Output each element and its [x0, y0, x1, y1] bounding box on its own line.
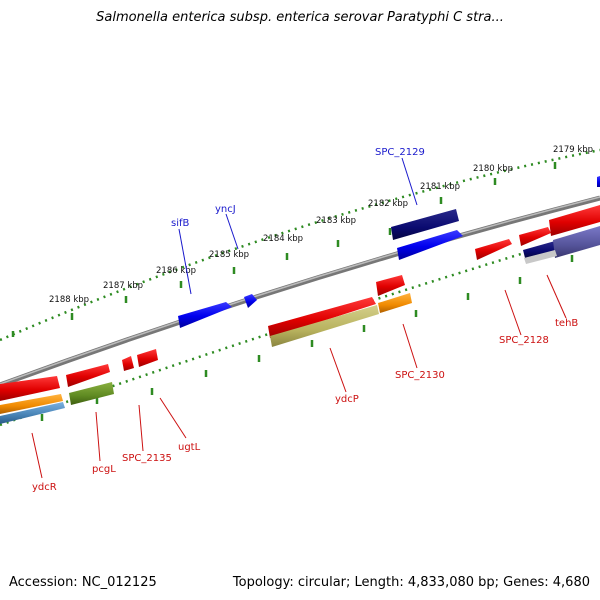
leader-ydcr [31, 432, 43, 479]
gene-spc2129-dark[interactable] [391, 209, 459, 240]
gene-red-small-2[interactable] [137, 349, 158, 367]
gene-red-forward-2[interactable] [519, 227, 551, 246]
gene-pcgl[interactable] [69, 382, 114, 405]
gene-red-reverse-2[interactable] [376, 275, 405, 296]
kbp-label: 2184 kbp [263, 234, 303, 244]
gene-label-pcgl: pcgL [92, 464, 116, 475]
kbp-label: 2180 kbp [473, 164, 513, 174]
gene-label-sifb: sifB [171, 218, 190, 229]
outer-tick-track [0, 148, 600, 342]
leader-spc2135 [138, 404, 144, 452]
leader-sifb [178, 228, 192, 295]
gene-label-spc2135: SPC_2135 [122, 453, 172, 464]
kbp-label: 2188 kbp [49, 295, 89, 305]
gene-label-ydcp: ydcP [335, 394, 359, 405]
kbp-label: 2183 kbp [316, 216, 356, 226]
gene-red-small-1[interactable] [122, 356, 134, 371]
gene-ydcp[interactable] [270, 305, 379, 347]
gene-blue-edge[interactable] [597, 176, 600, 187]
gene-label-yncj: yncJ [215, 204, 236, 215]
leader-spc2129 [401, 157, 418, 206]
kbp-label: 2181 kbp [420, 182, 460, 192]
leader-spc2128 [504, 289, 522, 336]
gene-orange-reverse[interactable] [0, 394, 63, 414]
kbp-label: 2186 kbp [156, 266, 196, 276]
gene-red-forward-3[interactable] [549, 205, 600, 236]
kbp-label: 2187 kbp [103, 281, 143, 291]
gene-label-ugtl: ugtL [178, 442, 201, 453]
gene-spc2130[interactable] [378, 293, 412, 313]
gene-red-reverse-4[interactable] [0, 376, 60, 401]
gene-ydcr[interactable] [0, 402, 65, 424]
gene-red-reverse-3[interactable] [66, 364, 110, 387]
gene-yncj[interactable] [244, 294, 257, 308]
genome-backbone [0, 195, 600, 388]
leader-yncj [225, 213, 239, 250]
leader-ugtl [159, 397, 187, 439]
gene-label-ydcr: ydcR [32, 482, 57, 493]
gene-label-spc2128: SPC_2128 [499, 335, 549, 346]
gene-tehb[interactable] [553, 226, 600, 258]
kbp-label: 2182 kbp [368, 199, 408, 209]
gene-red-reverse-1[interactable] [268, 297, 376, 338]
leader-ydcp [329, 347, 347, 393]
gene-grey-reverse[interactable] [524, 250, 557, 264]
gene-label-tehb: tehB [555, 318, 578, 329]
leader-tehb [546, 274, 567, 319]
gene-spc2129[interactable] [397, 230, 463, 260]
gene-label-spc2129: SPC_2129 [375, 147, 425, 158]
gene-sifb[interactable] [178, 302, 232, 328]
gene-red-forward-1[interactable] [475, 239, 512, 260]
kbp-label: 2179 kbp [553, 145, 593, 155]
leader-pcgl [95, 411, 101, 462]
topology-text: Topology: circular; Length: 4,833,080 bp… [232, 575, 590, 590]
map-title: Salmonella enterica subsp. enterica sero… [96, 10, 504, 25]
kbp-label: 2185 kbp [209, 250, 249, 260]
leader-spc2130 [402, 323, 418, 369]
accession-text: Accession: NC_012125 [9, 575, 157, 590]
gene-navy-reverse[interactable] [523, 241, 557, 258]
gene-label-spc2130: SPC_2130 [395, 370, 445, 381]
outer-major-ticks [11, 162, 557, 337]
inner-major-ticks [40, 255, 574, 421]
